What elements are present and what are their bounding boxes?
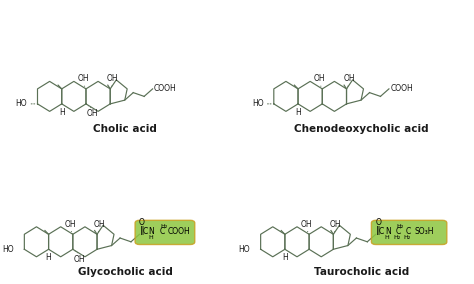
Text: COOH: COOH	[154, 84, 177, 93]
Text: COOH: COOH	[168, 227, 191, 236]
Text: H: H	[46, 253, 52, 262]
Text: HO: HO	[16, 99, 27, 108]
FancyBboxPatch shape	[135, 220, 195, 245]
Text: OH: OH	[343, 74, 355, 83]
Text: OH: OH	[107, 74, 118, 83]
Text: SO₃H: SO₃H	[415, 227, 434, 236]
Text: H: H	[282, 253, 288, 262]
Text: Glycocholic acid: Glycocholic acid	[78, 267, 173, 277]
Text: H: H	[59, 108, 64, 117]
Text: OH: OH	[314, 74, 326, 83]
Text: C: C	[379, 227, 384, 236]
FancyBboxPatch shape	[372, 220, 447, 245]
Text: O: O	[375, 218, 381, 227]
Text: HO: HO	[239, 245, 250, 254]
Text: H: H	[148, 235, 153, 240]
Text: H₂: H₂	[396, 224, 404, 229]
Text: C: C	[396, 227, 401, 236]
Text: COOH: COOH	[390, 84, 413, 93]
Text: N: N	[149, 227, 155, 236]
Text: C: C	[406, 227, 411, 236]
Text: ‖: ‖	[376, 226, 381, 235]
Text: OH: OH	[94, 220, 105, 229]
Text: O: O	[139, 218, 145, 227]
Text: Chenodeoxycholic acid: Chenodeoxycholic acid	[294, 124, 429, 134]
Text: HO: HO	[2, 245, 14, 254]
Text: Taurocholic acid: Taurocholic acid	[314, 267, 409, 277]
Text: N: N	[385, 227, 391, 236]
Text: HO: HO	[252, 99, 264, 108]
Text: H₂: H₂	[404, 235, 411, 240]
Text: Cholic acid: Cholic acid	[93, 124, 157, 134]
Text: H: H	[384, 235, 389, 240]
Text: OH: OH	[87, 109, 99, 118]
Text: OH: OH	[78, 74, 90, 83]
Text: OH: OH	[64, 220, 76, 229]
Text: OH: OH	[73, 254, 85, 264]
Text: H₂: H₂	[393, 235, 401, 240]
Text: H₂: H₂	[160, 224, 167, 229]
Text: H: H	[295, 108, 301, 117]
Text: ‖: ‖	[140, 226, 144, 235]
Text: OH: OH	[330, 220, 342, 229]
Text: OH: OH	[301, 220, 312, 229]
Text: C: C	[143, 227, 148, 236]
Text: C: C	[159, 227, 165, 236]
